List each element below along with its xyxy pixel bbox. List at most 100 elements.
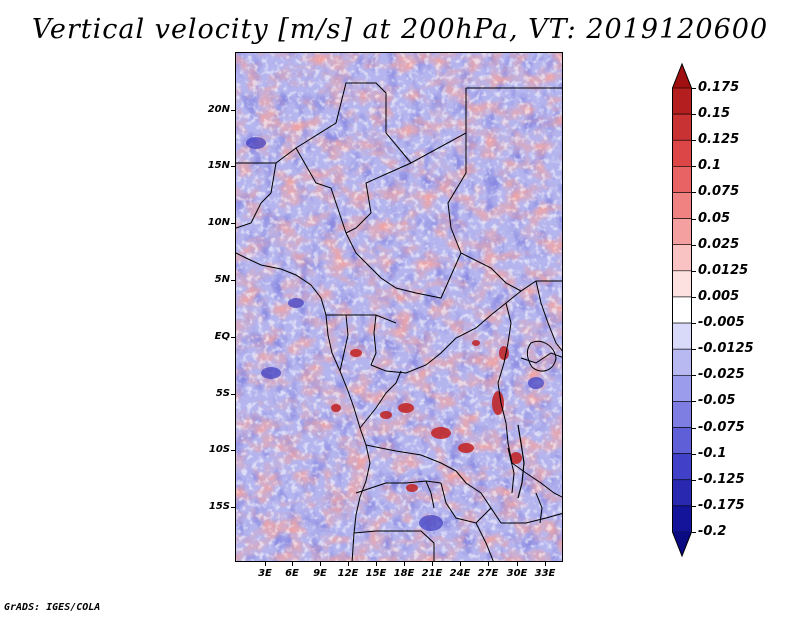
colorbar-tick xyxy=(692,505,696,507)
lon-label: 12E xyxy=(337,568,359,579)
colorbar-label: -0.05 xyxy=(698,393,736,409)
colorbar-tick xyxy=(692,479,696,481)
velocity-field-map xyxy=(236,53,562,561)
colorbar-label: -0.175 xyxy=(698,497,745,513)
lat-tick xyxy=(231,337,235,338)
lat-tick xyxy=(231,394,235,395)
colorbar-tick xyxy=(692,244,696,246)
lat-tick xyxy=(231,223,235,224)
colorbar-bin xyxy=(672,296,692,324)
lon-label: 6E xyxy=(285,568,299,579)
lon-label: 33E xyxy=(534,568,556,579)
lon-label: 9E xyxy=(313,568,327,579)
strong-downdraft-cells xyxy=(246,137,544,531)
colorbar-tick xyxy=(692,114,696,116)
lon-label: 18E xyxy=(393,568,415,579)
colorbar-label: 0.0125 xyxy=(698,262,749,278)
colorbar-label: -0.005 xyxy=(698,315,745,331)
colorbar-bin xyxy=(672,532,692,556)
lon-tick xyxy=(432,562,433,566)
colorbar-tick xyxy=(692,192,696,194)
colorbar-tick xyxy=(692,532,696,533)
strong-updraft-cells xyxy=(331,340,522,492)
colorbar-tick xyxy=(692,296,696,298)
lat-tick xyxy=(231,166,235,167)
colorbar-bin xyxy=(672,479,692,507)
lon-tick xyxy=(348,562,349,566)
colorbar-segments xyxy=(672,64,692,556)
lat-label: 15S xyxy=(208,501,230,512)
colorbar-label: -0.025 xyxy=(698,367,745,383)
lon-tick xyxy=(292,562,293,566)
chart-title: Vertical velocity [m/s] at 200hPa, VT: 2… xyxy=(31,14,769,45)
lon-tick xyxy=(488,562,489,566)
colorbar-bin xyxy=(672,139,692,167)
lat-label: EQ xyxy=(214,331,230,342)
colorbar-tick xyxy=(692,401,696,403)
lat-label: 10S xyxy=(208,444,230,455)
colorbar-bin xyxy=(672,374,692,402)
colorbar-tick xyxy=(692,349,696,351)
colorbar-label: 0.15 xyxy=(698,106,731,122)
colorbar-bin xyxy=(672,244,692,272)
colorbar-label: 0.125 xyxy=(698,132,740,148)
lat-tick xyxy=(231,110,235,111)
colorbar-bin xyxy=(672,192,692,219)
lat-label: 5S xyxy=(215,388,230,399)
lon-label: 21E xyxy=(421,568,443,579)
map-plot-area xyxy=(235,52,563,562)
colorbar-label: -0.2 xyxy=(698,524,727,539)
colorbar-tick xyxy=(692,270,696,272)
lon-tick xyxy=(376,562,377,566)
colorbar-tick xyxy=(692,88,696,89)
colorbar-tick xyxy=(692,375,696,377)
lon-tick xyxy=(320,562,321,566)
country-borders xyxy=(236,82,562,561)
lon-tick xyxy=(517,562,518,566)
colorbar-label: -0.075 xyxy=(698,419,745,435)
colorbar-bin xyxy=(672,322,692,350)
lon-tick xyxy=(460,562,461,566)
colorbar-label: 0.075 xyxy=(698,184,740,200)
colorbar-tick xyxy=(692,427,696,429)
lon-label: 24E xyxy=(449,568,471,579)
lat-tick xyxy=(231,280,235,281)
lat-tick xyxy=(231,507,235,508)
footer-credit: GrADS: IGES/COLA xyxy=(4,602,101,613)
colorbar-label: 0.025 xyxy=(698,236,740,252)
lat-tick xyxy=(231,450,235,451)
colorbar-label: -0.0125 xyxy=(698,341,754,357)
colorbar-tick xyxy=(692,453,696,455)
colorbar-tick xyxy=(692,218,696,220)
colorbar-bin xyxy=(672,427,692,454)
colorbar-bin xyxy=(672,64,692,88)
colorbar-label: 0.175 xyxy=(698,80,740,95)
colorbar-label: 0.05 xyxy=(698,210,731,226)
colorbar-bin xyxy=(672,401,692,428)
lon-label: 30E xyxy=(506,568,528,579)
lon-label: 15E xyxy=(365,568,387,579)
colorbar-bin xyxy=(672,166,692,193)
colorbar-label: -0.125 xyxy=(698,471,745,487)
lon-tick xyxy=(545,562,546,566)
colorbar-tick xyxy=(692,166,696,168)
lon-label: 3E xyxy=(258,568,272,579)
colorbar-label: 0.005 xyxy=(698,288,740,304)
lon-label: 27E xyxy=(477,568,499,579)
lat-label: 5N xyxy=(214,274,230,285)
colorbar-bin xyxy=(672,453,692,481)
lat-label: 10N xyxy=(207,217,230,228)
colorbar-outline xyxy=(672,62,692,558)
lat-label: 15N xyxy=(207,160,230,171)
colorbar-tick xyxy=(692,140,696,142)
colorbar-tick xyxy=(692,323,696,325)
colorbar-label: -0.1 xyxy=(698,445,727,461)
colorbar-label: 0.1 xyxy=(698,158,722,174)
colorbar-bin xyxy=(672,113,692,141)
lat-label: 20N xyxy=(207,104,230,115)
colorbar-bin xyxy=(672,270,692,298)
colorbar-bin xyxy=(672,348,692,376)
colorbar xyxy=(672,62,692,558)
colorbar-bin xyxy=(672,218,692,246)
colorbar-bin xyxy=(672,505,692,533)
